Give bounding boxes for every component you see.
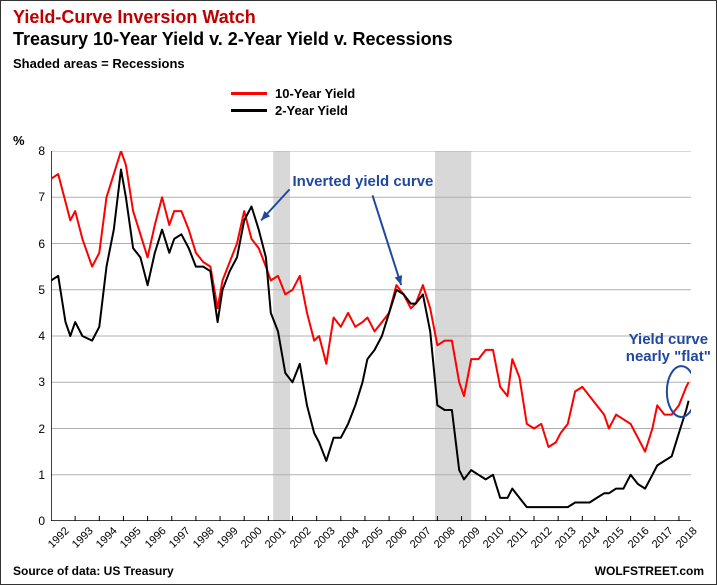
x-tick-label: 1998 xyxy=(191,525,217,551)
x-tick-label: 2004 xyxy=(336,525,362,551)
y-axis-label: % xyxy=(13,133,25,148)
y-tick-label: 1 xyxy=(38,468,45,482)
x-tick-label: 2010 xyxy=(481,525,507,551)
x-tick-label: 2007 xyxy=(408,525,434,551)
x-tick-label: 2015 xyxy=(601,525,627,551)
x-tick-label: 2001 xyxy=(263,525,289,551)
x-tick-label: 1995 xyxy=(118,525,144,551)
source-text: Source of data: US Treasury xyxy=(13,564,174,578)
x-tick-label: 2000 xyxy=(239,525,265,551)
x-tick-label: 2012 xyxy=(529,525,555,551)
y-tick-label: 6 xyxy=(38,237,45,251)
x-tick-label: 2017 xyxy=(650,525,676,551)
legend-swatch-2yr xyxy=(231,109,267,112)
chart-svg xyxy=(51,151,691,521)
x-tick-label: 2008 xyxy=(432,525,458,551)
x-tick-label: 1994 xyxy=(94,525,120,551)
x-tick-label: 1993 xyxy=(70,525,96,551)
legend-label-10yr: 10-Year Yield xyxy=(275,86,355,101)
chart-title-2: Treasury 10-Year Yield v. 2-Year Yield v… xyxy=(13,29,453,50)
x-tick-label: 2009 xyxy=(456,525,482,551)
x-tick-label: 2013 xyxy=(553,525,579,551)
legend-label-2yr: 2-Year Yield xyxy=(275,103,348,118)
x-tick-label: 2016 xyxy=(626,525,652,551)
legend-item-10yr: 10-Year Yield xyxy=(231,86,355,101)
legend-item-2yr: 2-Year Yield xyxy=(231,103,355,118)
x-tick-label: 2018 xyxy=(674,525,700,551)
y-tick-label: 7 xyxy=(38,190,45,204)
chart-subtitle: Shaded areas = Recessions xyxy=(13,56,185,71)
y-tick-label: 0 xyxy=(38,514,45,528)
plot-area: 0123456781992199319941995199619971998199… xyxy=(51,151,691,521)
chart-title-1: Yield-Curve Inversion Watch xyxy=(13,7,256,28)
legend-swatch-10yr xyxy=(231,92,267,95)
x-tick-label: 2006 xyxy=(384,525,410,551)
y-tick-label: 8 xyxy=(38,144,45,158)
x-tick-label: 2005 xyxy=(360,525,386,551)
chart-container: { "title1": "Yield-Curve Inversion Watch… xyxy=(0,0,717,585)
legend: 10-Year Yield 2-Year Yield xyxy=(231,86,355,120)
x-tick-label: 1992 xyxy=(46,525,72,551)
y-tick-label: 3 xyxy=(38,375,45,389)
attribution-text: WOLFSTREET.com xyxy=(595,564,704,578)
y-tick-label: 4 xyxy=(38,329,45,343)
x-tick-label: 1996 xyxy=(143,525,169,551)
x-tick-label: 2003 xyxy=(312,525,338,551)
x-tick-label: 2014 xyxy=(577,525,603,551)
x-tick-label: 1997 xyxy=(167,525,193,551)
x-tick-label: 1999 xyxy=(215,525,241,551)
y-tick-label: 5 xyxy=(38,283,45,297)
x-tick-label: 2002 xyxy=(287,525,313,551)
y-tick-label: 2 xyxy=(38,422,45,436)
x-tick-label: 2011 xyxy=(505,525,530,550)
annotation-flat: Yield curvenearly "flat" xyxy=(626,331,711,365)
annotation-inverted: Inverted yield curve xyxy=(293,173,434,190)
